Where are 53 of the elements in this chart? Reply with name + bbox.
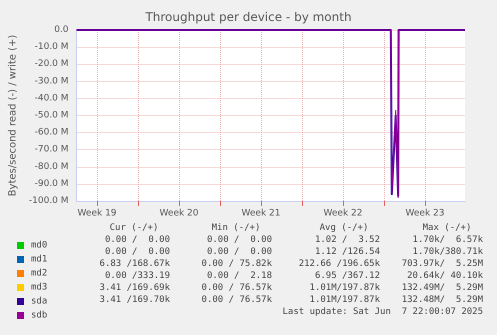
y-tick-label: -20.0 M: [34, 59, 69, 70]
legend-label: sdb: [31, 310, 48, 320]
text: Max (-/+): [422, 223, 472, 233]
y-tick-label: -80.0 M: [34, 162, 69, 172]
x-tick-label: Week 20: [160, 208, 199, 218]
text: 212.66 /196.65k: [298, 259, 381, 269]
y-tick-label: -60.0 M: [34, 128, 69, 138]
text: 20.64k/ 40.10k: [407, 271, 484, 281]
text: Cur (-/+): [110, 223, 158, 233]
y-tick-label: 0.0: [54, 25, 69, 35]
y-tick-label: -40.0 M: [34, 93, 69, 104]
text: 0.00 / 2.18: [206, 271, 272, 281]
y-tick-label: -30.0 M: [34, 76, 69, 86]
legend-label: md3: [31, 282, 48, 292]
y-tick-label: -70.0 M: [34, 144, 69, 155]
x-tick-label: Week 19: [78, 208, 117, 218]
text: 0.00 / 0.00: [206, 247, 272, 257]
text: 0.00 / 76.57k: [202, 295, 273, 305]
x-tick-label: Week 21: [242, 208, 280, 218]
x-tick-label: Week 22: [324, 208, 362, 218]
text: 0.00 / 0.00: [104, 235, 170, 245]
text: 1.01M/197.87k: [310, 295, 381, 305]
y-tick-label: -10.0 M: [34, 42, 69, 52]
text: 132.48M/ 5.29M: [402, 295, 484, 305]
text: 1.02 / 3.52: [314, 235, 380, 245]
text: 0.00 / 0.00: [206, 235, 272, 245]
x-tick-label: Week 23: [405, 208, 444, 218]
text: 1.70k/380.71k: [412, 247, 484, 257]
text: 0.00 /333.19: [104, 271, 170, 281]
text: 1.70k/ 6.57k: [412, 235, 484, 245]
legend-label: md1: [31, 254, 48, 264]
text: 0.00 / 0.00: [104, 247, 170, 257]
legend-label: md2: [31, 268, 48, 278]
text: 6.83 /168.67k: [100, 259, 171, 269]
y-tick-label: -50.0 M: [34, 110, 69, 120]
text: 0.00 / 76.57k: [202, 283, 273, 293]
text: 703.97k/ 5.25M: [402, 259, 484, 269]
legend-label: sda: [31, 296, 48, 306]
text: 3.41 /169.69k: [100, 283, 171, 293]
text: 132.49M/ 5.29M: [402, 283, 484, 293]
text: Min (-/+): [212, 223, 260, 233]
text: 3.41 /169.70k: [100, 295, 171, 305]
text: 1.01M/197.87k: [310, 283, 381, 293]
text: Last update: Sat Jun 7 22:00:07 2025: [282, 307, 483, 317]
text: 1.12 /126.54: [314, 247, 380, 257]
text: 6.95 /367.12: [314, 271, 380, 281]
y-axis-title: Bytes/second read (-) / write (+): [8, 34, 18, 196]
y-tick-label: -100.0 M: [28, 196, 69, 206]
y-tick-label: -90.0 M: [34, 178, 69, 189]
legend-label: md0: [31, 240, 48, 250]
text: 0.00 / 75.82k: [202, 259, 273, 269]
text: Avg (-/+): [320, 223, 368, 233]
chart-title: Throughput per device - by month: [144, 10, 352, 24]
